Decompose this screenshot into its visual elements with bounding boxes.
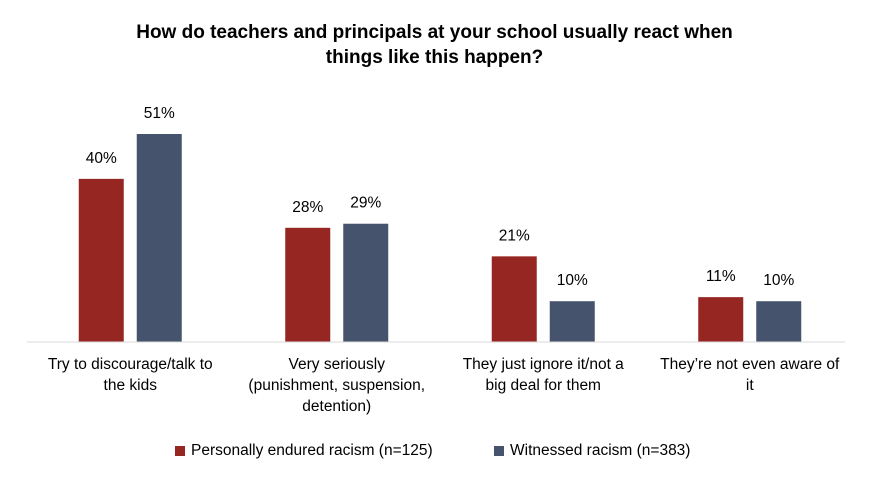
value-label-witnessed-3: 10% [763,272,794,289]
chart-title-line-2: things like this happen? [325,47,544,68]
category-label-0: Try to discourage/talk to the kids [27,354,233,396]
bar-witnessed-3 [756,301,802,342]
bar-witnessed-0 [136,134,182,342]
bar-witnessed-1 [343,223,389,342]
category-label-1-line-0: Very seriously [288,356,385,373]
value-labels-group: 40% 51% 28% 29% 21% 10% 11% 10% [86,105,795,289]
bar-personally-endured-0 [78,178,124,342]
category-label-2: They just ignore it/not a big deal for th… [440,354,646,396]
value-label-witnessed-0: 51% [144,105,175,122]
category-label-3-line-0: They’re not even aware of [660,356,840,373]
bars-group [78,134,802,342]
category-label-0-line-0: Try to discourage/talk to [47,356,213,373]
chart-title-line-1: How do teachers and principals at your s… [136,22,733,43]
legend-item-personally-endured: Personally endured racism (n=125) [175,442,433,460]
category-label-1: Very seriously (punishment, suspension, de… [234,354,440,417]
category-label-3: They’re not even aware of it [647,354,853,396]
bar-witnessed-2 [549,301,595,342]
bar-personally-endured-2 [491,256,537,342]
category-label-1-line-1: (punishment, suspension, [248,377,426,394]
legend: Personally endured racism (n=125) Witnes… [0,442,869,466]
category-label-2-line-1: big deal for them [485,377,601,394]
legend-swatch-witnessed [494,446,504,456]
category-label-0-line-1: the kids [103,377,157,394]
legend-label-personally-endured: Personally endured racism (n=125) [191,442,433,459]
value-label-personally-endured-2: 21% [499,227,530,244]
value-label-personally-endured-3: 11% [706,268,736,285]
category-label-2-line-0: They just ignore it/not a [462,356,624,373]
value-label-personally-endured-0: 40% [86,150,117,167]
value-label-witnessed-1: 29% [350,195,381,212]
chart-title: How do teachers and principals at your s… [0,20,869,70]
category-label-3-line-1: it [745,377,754,394]
legend-swatch-personally-endured [175,446,185,456]
bar-personally-endured-3 [698,297,744,342]
legend-item-witnessed: Witnessed racism (n=383) [494,442,690,460]
bar-personally-endured-1 [285,227,331,342]
legend-label-witnessed: Witnessed racism (n=383) [510,442,691,459]
value-label-personally-endured-1: 28% [292,199,323,216]
value-label-witnessed-2: 10% [557,272,588,289]
category-label-1-line-2: detention) [302,398,372,415]
